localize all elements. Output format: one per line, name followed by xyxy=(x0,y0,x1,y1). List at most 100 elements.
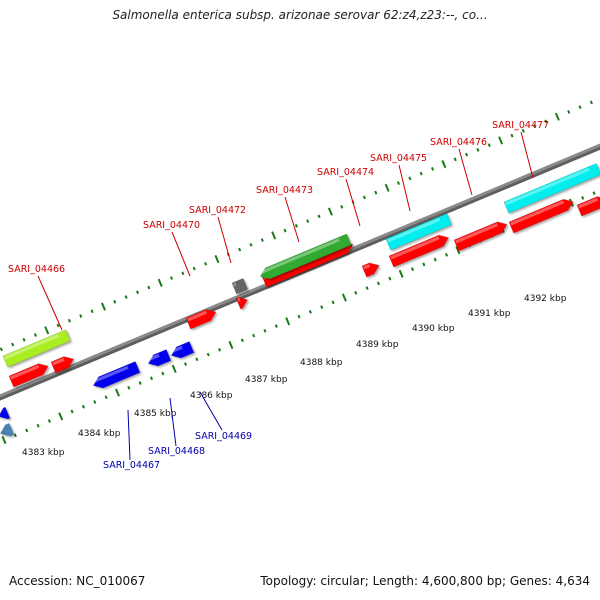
outer-tick-minor xyxy=(192,266,196,271)
outer-tick-minor xyxy=(124,295,128,299)
scale-label: 4388 kbp xyxy=(300,358,343,368)
scale-label: 4390 kbp xyxy=(412,324,455,334)
forward-leader-line xyxy=(217,216,232,264)
inner-tick-minor xyxy=(581,196,585,200)
gene-red-shape xyxy=(8,363,49,388)
scale-label: 4386 kbp xyxy=(190,391,233,401)
gene-label-forward: SARI_04472 xyxy=(189,205,246,216)
outer-tick-minor xyxy=(113,299,117,304)
gene-blue xyxy=(92,361,141,389)
outer-tick-major xyxy=(498,136,504,145)
inner-tick-major xyxy=(171,364,177,373)
outer-tick-major xyxy=(441,160,447,169)
outer-tick-minor xyxy=(521,129,525,133)
gene-red-shape xyxy=(50,356,74,374)
outer-tick-minor xyxy=(544,119,548,124)
gene-red-shape xyxy=(576,196,600,217)
inner-tick-major xyxy=(398,269,404,278)
outer-tick-minor xyxy=(465,152,469,157)
forward-leader-line xyxy=(37,275,63,331)
inner-tick-major xyxy=(115,388,120,397)
outer-tick-minor xyxy=(147,285,151,290)
outer-tick-minor xyxy=(90,309,94,314)
gene-red-highlight xyxy=(363,264,371,270)
outer-tick-ring xyxy=(0,100,593,352)
outer-tick-major xyxy=(214,254,220,264)
outer-tick-minor xyxy=(589,100,593,105)
inner-tick-minor xyxy=(206,352,210,357)
inner-tick-minor xyxy=(149,376,154,381)
outer-tick-minor xyxy=(430,167,435,171)
gene-steelblue xyxy=(0,423,15,437)
inner-tick-minor xyxy=(195,357,199,362)
gene-lime-highlight xyxy=(4,334,59,360)
inner-tick-minor xyxy=(308,309,312,314)
inner-tick-minor xyxy=(13,433,17,438)
gene-red xyxy=(508,198,574,234)
scale-label: 4391 kbp xyxy=(468,309,511,319)
outer-tick-major xyxy=(271,231,277,240)
outer-tick-minor xyxy=(453,157,457,162)
gene-red-shape xyxy=(185,309,217,330)
forward-leader-line xyxy=(398,164,411,212)
accession-label: Accession: NC_010067 xyxy=(9,574,146,588)
forward-leader-line xyxy=(458,148,473,196)
gene-gray-highlight xyxy=(233,282,237,287)
scale-label: 4389 kbp xyxy=(356,340,399,350)
gene-label-forward: SARI_04475 xyxy=(370,153,427,164)
inner-tick-minor xyxy=(410,267,415,271)
outer-tick-minor xyxy=(533,124,537,129)
gene-blue-highlight xyxy=(147,353,160,362)
inner-tick-minor xyxy=(274,324,278,328)
gene-lime xyxy=(2,329,71,368)
gene-steelblue-shape xyxy=(0,423,15,437)
reverse-leader-line xyxy=(169,397,177,447)
gene-red-highlight xyxy=(390,236,440,260)
gene-red xyxy=(50,356,74,374)
gene-red-highlight xyxy=(510,200,565,226)
outer-tick-minor xyxy=(56,323,60,328)
gene-red-shape xyxy=(388,234,449,268)
inner-tick-minor xyxy=(376,281,380,286)
inner-tick-major xyxy=(1,435,7,445)
gene-label-forward: SARI_04474 xyxy=(317,167,374,178)
genome-stats-label: Topology: circular; Length: 4,600,800 bp… xyxy=(260,574,590,588)
outer-tick-minor xyxy=(317,214,321,219)
gene-blue-highlight xyxy=(92,365,129,384)
outer-tick-major xyxy=(44,326,50,335)
inner-tick-minor xyxy=(93,400,97,404)
gene-red-highlight xyxy=(455,223,498,244)
inner-tick-minor xyxy=(240,338,244,343)
gene-blue-shape xyxy=(92,361,141,389)
outer-tick-minor xyxy=(135,290,140,295)
inner-tick-minor xyxy=(104,395,108,400)
gene-red-highlight xyxy=(187,310,207,322)
inner-tick-minor xyxy=(161,371,165,376)
outer-tick-minor xyxy=(0,347,3,352)
outer-tick-minor xyxy=(249,242,253,247)
outer-tick-minor xyxy=(260,238,264,242)
outer-tick-minor xyxy=(578,105,582,110)
gene-red xyxy=(361,262,380,278)
outer-tick-minor xyxy=(22,337,26,342)
inner-tick-minor xyxy=(331,300,335,305)
gene-red-highlight xyxy=(10,364,40,380)
inner-tick-minor xyxy=(263,328,267,333)
gene-red xyxy=(576,196,600,217)
inner-tick-major xyxy=(455,246,461,255)
gene-cyan-highlight xyxy=(387,217,441,243)
inner-tick-minor xyxy=(36,423,40,428)
forward-leader-line xyxy=(520,131,534,179)
gene-label-forward: SARI_04476 xyxy=(430,137,487,148)
gene-red-highlight xyxy=(578,197,598,209)
reverse-leader-line xyxy=(199,391,223,431)
reverse-leader-line xyxy=(127,409,131,461)
gene-blue xyxy=(147,349,172,367)
inner-tick-minor xyxy=(70,409,74,414)
outer-tick-minor xyxy=(306,219,310,223)
gene-steelblue-highlight xyxy=(0,427,3,432)
gene-red-shape xyxy=(508,198,574,234)
gene-labels: SARI_04466 SARI_04470 SARI_04472 SARI_04473… xyxy=(8,120,549,471)
scale-labels: 4383 kbp 4384 kbp 4385 kbp 4386 kbp 4387 kbp… xyxy=(22,294,567,458)
